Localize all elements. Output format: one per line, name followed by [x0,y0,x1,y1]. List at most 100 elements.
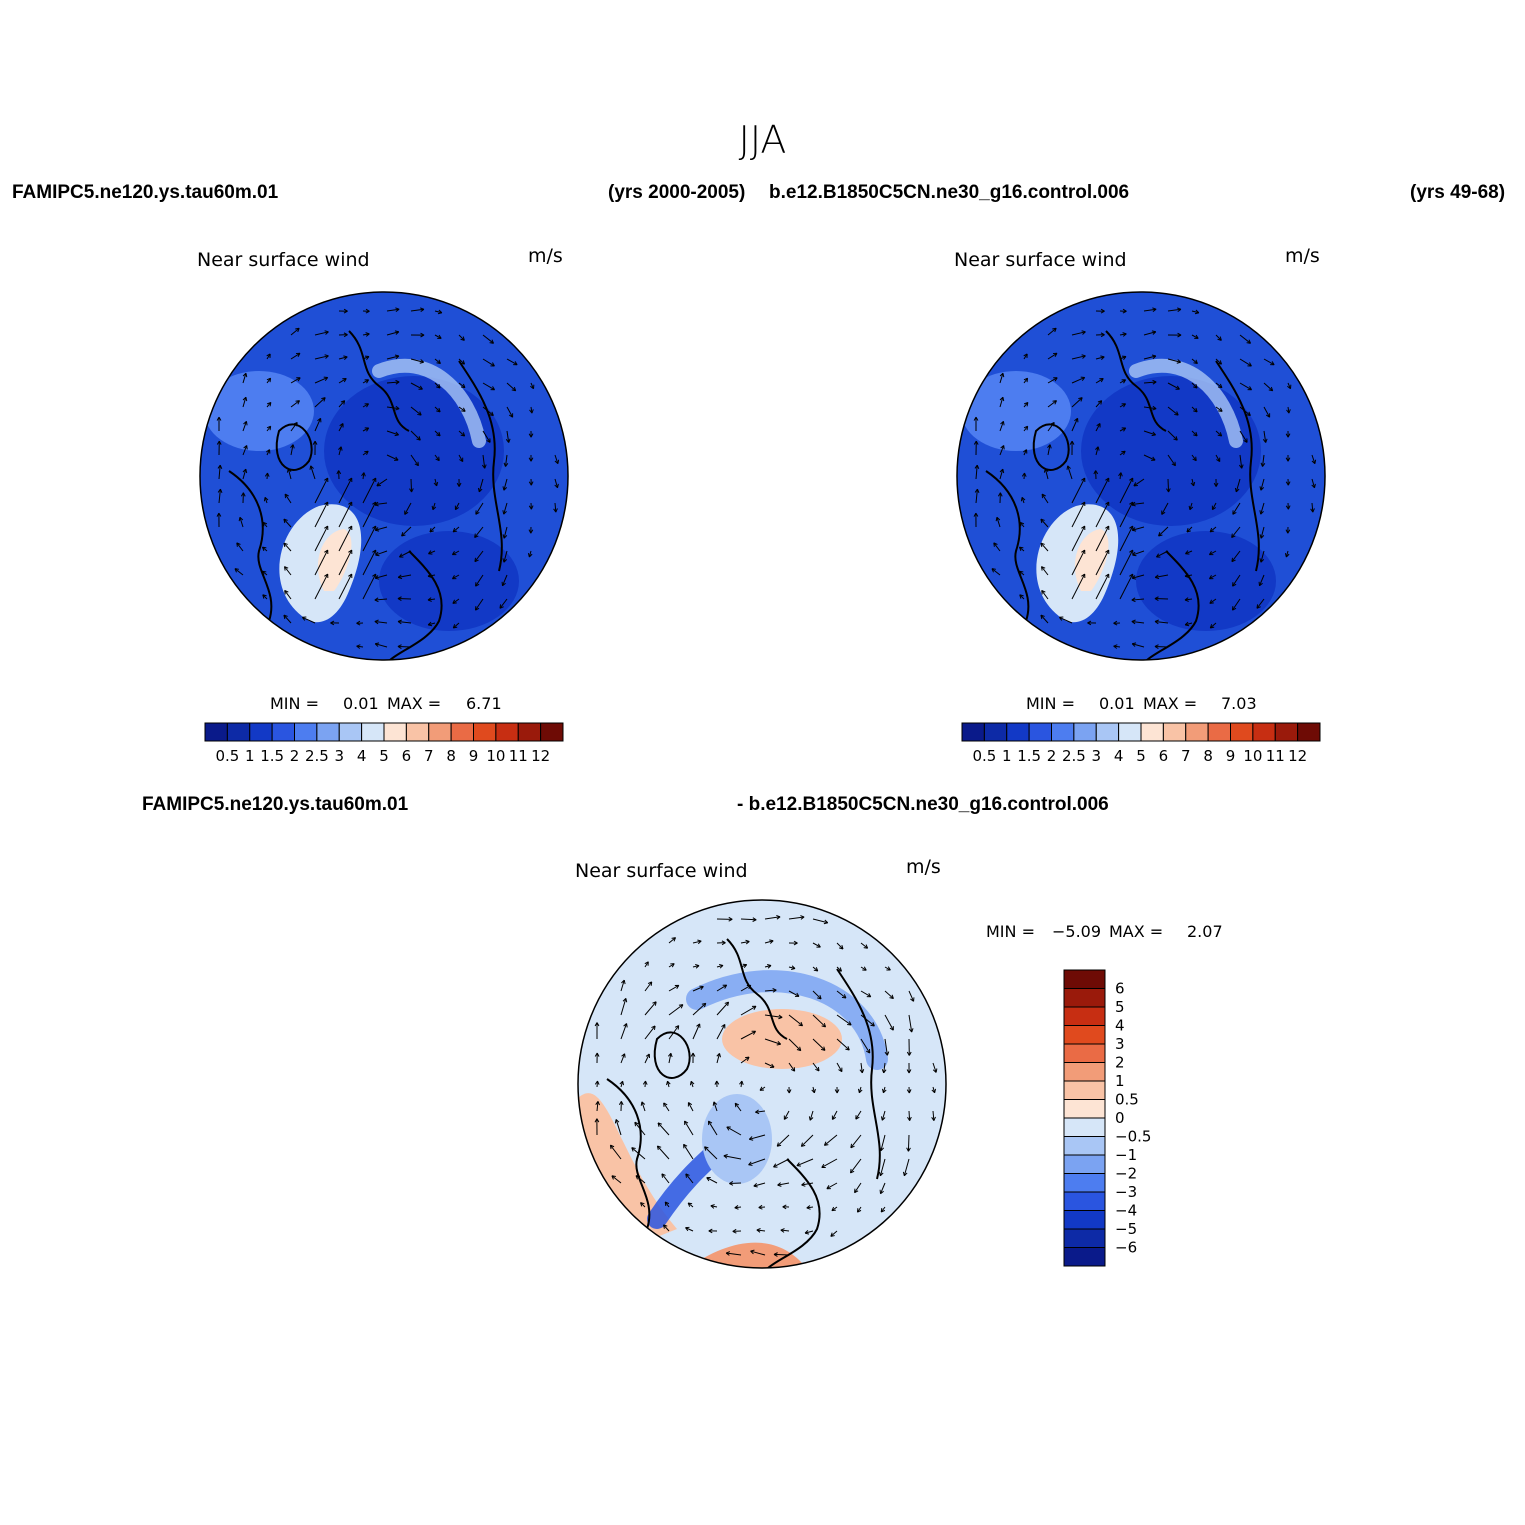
wind-vector [397,645,412,648]
panel2-colorbar-swatch [1162,722,1187,742]
wind-vector [398,574,412,578]
wind-vector [427,598,436,601]
wind-vector [1261,454,1265,467]
wind-vector-head [295,400,300,405]
wind-vector-head [1209,599,1214,604]
wind-vector [1119,450,1126,456]
wind-vector-head [1105,501,1110,507]
wind-vector-head [1256,604,1261,609]
wind-vector-head [1097,400,1103,405]
wind-vector-head [1023,425,1029,431]
wind-vector-head [778,1014,783,1020]
wind-vector [773,1158,790,1168]
wind-vector-head [323,376,329,381]
wind-vector [683,1144,694,1160]
wind-vector [314,355,329,360]
wind-vector [991,568,1001,576]
wind-vector [1239,454,1243,469]
wind-vector [1132,574,1145,579]
wind-vector-head [800,915,805,920]
wind-vector-head [902,1171,908,1177]
panel1-colorbar-swatch [294,722,318,742]
wind-vector [726,1126,742,1136]
wind-vector [458,406,466,412]
wind-vector-head [460,383,466,389]
wind-vector-head [1041,493,1046,499]
wind-vector [1167,382,1180,390]
wind-vector [338,573,353,600]
wind-vector-head [1019,521,1025,527]
wind-vector-head [420,332,425,338]
wind-vector [620,980,625,992]
wind-vector [1259,574,1265,586]
wind-vector [1132,526,1145,531]
wind-vector [826,1182,838,1190]
coastline [1032,423,1070,471]
coastline [1145,550,1200,660]
panel1-colorbar: 0.5 1 1.5 2 2.5 3 4 5 6 7 8 9 10 11 12 [204,722,564,765]
wind-vector [734,1102,742,1112]
wind-vector [478,478,484,493]
wind-vector-head [1081,549,1086,555]
wind-vector-head [1151,354,1157,360]
panel2-colorbar-tick-label: 2 [1047,747,1057,765]
wind-vector [242,421,247,432]
wind-vector-head [823,1141,829,1146]
wind-vector [610,1144,622,1160]
wind-vector [410,478,413,493]
wind-vector-head [813,967,819,972]
wind-vector [475,598,484,611]
wind-vector [1156,550,1169,558]
wind-vector-head [395,307,400,313]
wind-vector [831,1206,838,1212]
wind-vector [1231,526,1241,538]
wind-vector [1191,382,1198,389]
wind-vector [1119,477,1134,504]
panel3-colorbar-swatch [1063,1210,1106,1230]
wind-vector-head [1209,624,1215,629]
wind-vector-head [474,533,479,538]
wind-vector [1215,406,1223,412]
wind-vector [668,1053,672,1064]
wind-vector [1154,645,1169,648]
wind-vector [1119,472,1122,480]
panel1-colorbar-tick-label: 9 [469,747,479,765]
wind-vector-head [1081,501,1086,507]
wind-vector-head [647,981,653,986]
wind-vector [1263,382,1274,392]
coastline [766,1158,821,1268]
wind-vector-head [1154,644,1159,649]
wind-vector-head [451,551,457,556]
panel2-colorbar-tick-label: 4 [1114,747,1124,765]
wind-vector-head [394,431,399,437]
panel1-min-label: MIN = [270,694,319,713]
panel3-colorbar-tick-label: 0.5 [1115,1091,1139,1109]
wind-vector-head [724,1001,730,1007]
wind-vector [482,334,494,344]
wind-vector-head [452,527,458,533]
wind-vector [338,549,353,576]
wind-vector [1095,525,1110,552]
wind-vector [506,430,510,443]
wind-vector [1047,400,1057,408]
wind-vector-head [866,993,872,998]
wind-vector-head [452,599,457,604]
wind-vector [993,542,1001,552]
wind-vector-head [723,1154,728,1159]
wind-vector [1167,430,1178,441]
wind-vector [854,1182,862,1193]
wind-vector [634,1121,646,1136]
wind-vector [1047,422,1055,432]
wind-vector [685,1173,694,1184]
wind-vector [290,352,301,360]
wind-vector [999,445,1005,456]
wind-vector-head [1259,486,1265,491]
wind-vector-head [508,413,514,418]
wind-vector-head [806,1205,811,1210]
wind-vector [401,526,412,537]
wind-vector [1131,598,1145,601]
panel3-variable-label: Near surface wind [575,860,748,882]
wind-vector-head [486,438,491,443]
wind-vector-head [716,1053,721,1058]
wind-vector [338,477,353,504]
